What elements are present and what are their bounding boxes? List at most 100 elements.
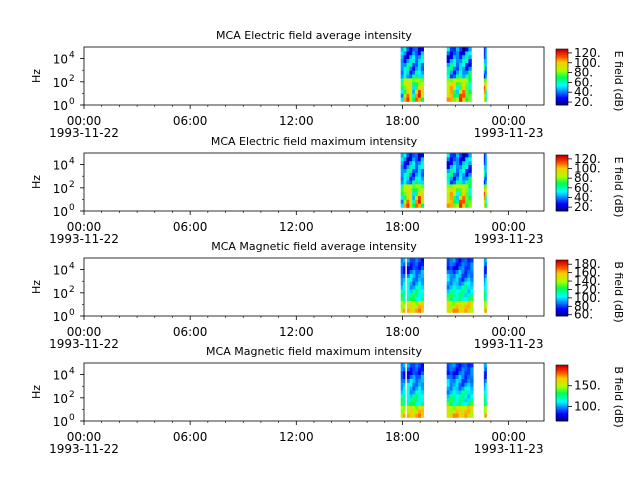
spectrogram-cell [412, 172, 416, 177]
spectrogram-cell [458, 289, 462, 294]
spectrogram-cell [468, 188, 472, 193]
spectrogram-cell [462, 153, 466, 158]
spectrogram-cell [483, 165, 486, 170]
spectrogram-cell [403, 161, 407, 166]
spectrogram-cell [483, 82, 486, 87]
spectrogram-cell [462, 86, 466, 91]
spectrogram-cell [406, 176, 410, 181]
spectrogram-cell [400, 176, 404, 181]
colorbar-segment [556, 160, 568, 163]
spectrogram-cell [400, 180, 404, 185]
spectrogram-cell [485, 157, 487, 162]
colorbar-segment [556, 191, 568, 194]
spectrogram-cell [420, 199, 424, 204]
colorbar-segment [556, 293, 568, 296]
spectrogram-cell [409, 413, 413, 418]
spectrogram-cell [455, 382, 459, 387]
spectrogram-cell [400, 82, 404, 87]
spectrogram-cell [400, 285, 404, 290]
spectrogram-cell [464, 270, 468, 275]
spectrogram-cell [420, 409, 424, 414]
colorbar-segment [556, 199, 568, 202]
spectrogram-cell [415, 47, 419, 52]
spectrogram-cell [412, 289, 416, 294]
spectrogram-cell [403, 176, 407, 181]
spectrogram-cell [455, 161, 460, 166]
colorbar-segment [556, 407, 568, 409]
spectrogram-cell [465, 199, 469, 204]
spectrogram-cell [446, 184, 451, 189]
spectrogram-cell [415, 297, 419, 302]
spectrogram-cell [485, 82, 487, 87]
colorbar-segment [556, 260, 568, 262]
spectrogram-cell [455, 66, 460, 71]
spectrogram-cell [455, 270, 459, 275]
spectrogram-cell [483, 375, 486, 380]
spectrogram-cell [406, 405, 410, 411]
spectrogram-cell [459, 184, 463, 189]
y-tick-exponent: 4 [69, 51, 75, 61]
spectrogram-cell [483, 168, 486, 174]
colorbar-segment [556, 78, 568, 81]
spectrogram-cell [446, 285, 450, 290]
colorbar-segment [556, 86, 568, 89]
spectrogram-cell [420, 51, 424, 56]
spectrogram-cell [465, 70, 469, 75]
spectrogram-cell [452, 82, 457, 87]
spectrogram-cell [406, 375, 410, 380]
spectrogram-cell [417, 51, 422, 56]
spectrogram-cell [417, 153, 422, 158]
spectrogram-cell [446, 70, 451, 75]
spectrogram-cell [455, 176, 460, 181]
spectrogram-cell [468, 59, 472, 64]
spectrogram-cell [455, 192, 460, 197]
spectrogram-cell [483, 405, 486, 411]
spectrogram-cell [455, 398, 459, 403]
spectrogram-cell [420, 398, 424, 403]
spectrogram-cell [467, 273, 471, 279]
spectrogram-cell [449, 62, 454, 68]
spectrogram-cell [415, 168, 419, 174]
spectrogram-cell [415, 375, 419, 380]
colorbar-segment [556, 282, 568, 285]
colorbar-segment [556, 156, 568, 159]
x-tick-label: 00:00 [67, 220, 102, 234]
spectrogram-cell [483, 409, 486, 414]
colorbar-segment [556, 67, 568, 69]
spectrogram-cell [455, 157, 460, 162]
spectrogram-cell [452, 89, 457, 95]
axes-frame [83, 152, 545, 212]
spectrogram-cell [412, 378, 416, 384]
spectrogram-cell [485, 153, 487, 158]
spectrogram-cell [412, 386, 416, 391]
y-tick-base: 10 [53, 205, 68, 219]
spectrogram-cell [402, 413, 406, 418]
colorbar-segment [556, 195, 568, 198]
spectrogram-cell [409, 386, 413, 391]
spectrogram-cell [458, 266, 462, 271]
colorbar-segment [556, 398, 568, 401]
spectrogram-cell [409, 402, 413, 407]
spectrogram-cell [420, 172, 424, 177]
x-tick-label: 00:00 [491, 220, 526, 234]
spectrogram-cell [409, 165, 413, 170]
spectrogram-cell [403, 93, 407, 98]
spectrogram-cell [446, 153, 451, 158]
spectrogram-cell [412, 180, 416, 185]
x-tick-label: 00:00 [67, 430, 102, 444]
spectrogram-cell [468, 172, 472, 177]
spectrogram-cell [415, 199, 419, 204]
spectrogram-cell [462, 184, 466, 189]
spectrogram-cell [446, 199, 451, 204]
spectrogram-cell [412, 93, 416, 98]
spectrogram-cell [420, 258, 424, 263]
x-tick-label: 12:00 [279, 220, 314, 234]
spectrogram-cell [483, 70, 486, 75]
spectrogram-cell [483, 363, 486, 368]
spectrogram-cell [418, 258, 422, 263]
spectrogram-cell [406, 74, 410, 79]
spectrogram-cell [446, 55, 451, 60]
spectrogram-cell [452, 176, 457, 181]
colorbar-segment [556, 381, 568, 384]
spectrogram-cell [415, 176, 419, 181]
